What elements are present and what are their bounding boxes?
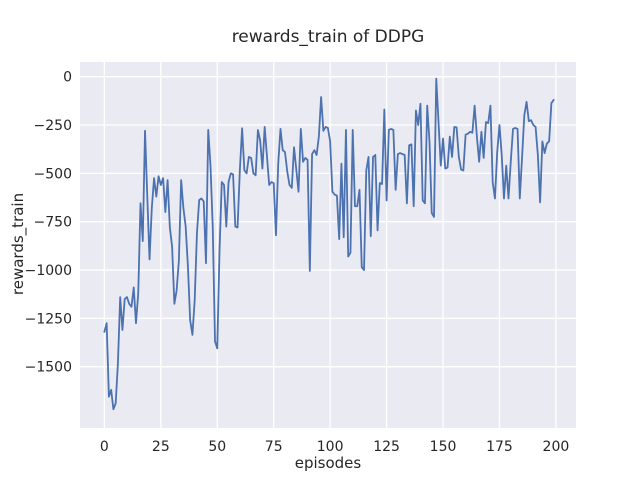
x-tick-label: 25 [152, 439, 170, 455]
x-tick-label: 75 [265, 439, 283, 455]
chart-title: rewards_train of DDPG [231, 27, 425, 47]
x-tick-label: 175 [486, 439, 513, 455]
plot-panel [80, 62, 576, 428]
x-tick-label: 150 [430, 439, 457, 455]
y-tick-label: 0 [63, 70, 72, 86]
x-tick-label: 0 [100, 439, 109, 455]
y-tick-label: −500 [34, 166, 72, 182]
series-line [103, 77, 555, 411]
x-tick-label: 100 [317, 439, 344, 455]
y-tick-label: −1500 [25, 360, 72, 376]
y-tick-label: −250 [34, 118, 72, 134]
y-tick-label: −1000 [25, 263, 72, 279]
x-tick-label: 50 [208, 439, 226, 455]
x-tick-label: 125 [373, 439, 400, 455]
y-tick-label: −1250 [25, 311, 72, 327]
y-axis-title: rewards_train [9, 192, 27, 296]
x-axis-title: episodes [294, 454, 362, 472]
y-tick-label: −750 [34, 215, 72, 231]
x-tick-label: 200 [543, 439, 570, 455]
